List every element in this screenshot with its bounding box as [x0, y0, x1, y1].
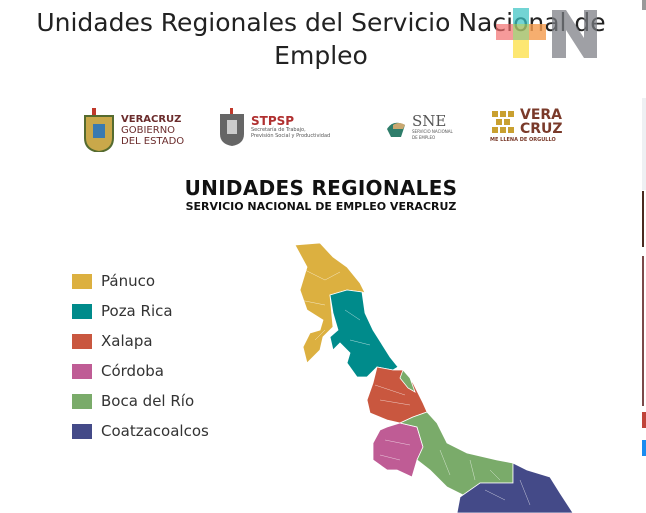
- shield-icon: [220, 108, 244, 146]
- legend-swatch: [72, 273, 92, 289]
- legend-swatch: [72, 393, 92, 409]
- sidebar-edge-bar: [642, 0, 646, 10]
- article-title: Unidades Regionales del Servicio Naciona…: [36, 8, 606, 70]
- region-xalapa: [366, 366, 428, 424]
- sidebar-blue-bar[interactable]: [642, 440, 646, 456]
- sidebar-panel: [642, 98, 646, 190]
- map-legend: Pánuco Poza Rica Xalapa Córdoba Boca del…: [72, 266, 209, 446]
- sidebar-ad-box-2: [642, 256, 646, 406]
- hands-icon: [387, 122, 405, 137]
- legend-swatch: [72, 333, 92, 349]
- legend-swatch: [72, 303, 92, 319]
- legend-item-boca-del-rio: Boca del Río: [72, 386, 209, 416]
- region-poza-rica: [329, 289, 399, 378]
- region-coatzacoalcos: [456, 462, 574, 513]
- logo-strip: VERACRUZ GOBIERNO DEL ESTADO STPSP Secre…: [80, 108, 580, 158]
- infographic-subheading: SERVICIO NACIONAL DE EMPLEO VERACRUZ: [185, 200, 457, 213]
- legend-item-coatzacoalcos: Coatzacoalcos: [72, 416, 209, 446]
- logo-gobierno-veracruz: VERACRUZ GOBIERNO DEL ESTADO: [82, 108, 184, 152]
- sidebar-ad-box: [642, 191, 646, 247]
- legend-item-cordoba: Córdoba: [72, 356, 209, 386]
- coat-of-arms-icon: [84, 108, 114, 152]
- legend-swatch: [72, 423, 92, 439]
- legend-item-panuco: Pánuco: [72, 266, 209, 296]
- region-boca-del-rio-north: [399, 369, 416, 393]
- site-watermark-logo: [496, 8, 597, 58]
- pattern-icon: [492, 111, 514, 133]
- legend-swatch: [72, 363, 92, 379]
- logo-sne: SNE SERVICIO NACIONAL DE EMPLEO: [385, 114, 453, 141]
- legend-item-xalapa: Xalapa: [72, 326, 209, 356]
- legend-item-poza-rica: Poza Rica: [72, 296, 209, 326]
- logo-stpsp: STPSP Secretaría de Trabajo, Previsión S…: [218, 108, 330, 146]
- region-panuco: [294, 242, 366, 364]
- infographic-heading: UNIDADES REGIONALES: [184, 176, 458, 200]
- region-cordoba: [372, 422, 424, 478]
- logo-veracruz-orgullo: VERA CRUZ ME LLENA DE ORGULLO: [490, 107, 563, 143]
- sidebar-red-bar[interactable]: [642, 412, 646, 428]
